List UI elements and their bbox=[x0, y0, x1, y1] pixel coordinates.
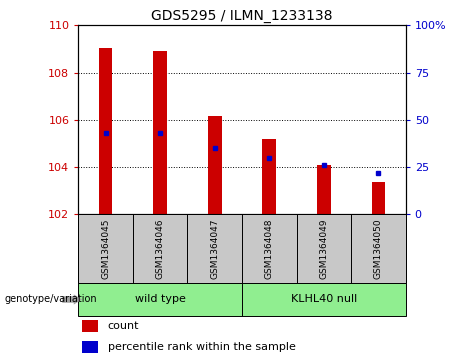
Bar bbox=[242, 214, 296, 283]
Text: KLHL40 null: KLHL40 null bbox=[291, 294, 357, 305]
Bar bbox=[262, 139, 276, 214]
Bar bbox=[351, 214, 406, 283]
Bar bbox=[82, 340, 98, 353]
Text: GSM1364047: GSM1364047 bbox=[210, 219, 219, 279]
Bar bbox=[82, 320, 98, 333]
Title: GDS5295 / ILMN_1233138: GDS5295 / ILMN_1233138 bbox=[151, 9, 333, 23]
Text: wild type: wild type bbox=[135, 294, 186, 305]
Bar bbox=[154, 51, 167, 214]
Bar bbox=[208, 116, 222, 214]
Text: percentile rank within the sample: percentile rank within the sample bbox=[108, 342, 296, 352]
Bar bbox=[78, 283, 242, 316]
Text: count: count bbox=[108, 321, 139, 331]
Bar bbox=[99, 48, 112, 214]
Text: GSM1364045: GSM1364045 bbox=[101, 219, 110, 279]
Bar bbox=[133, 214, 188, 283]
Bar bbox=[317, 165, 331, 214]
Text: GSM1364046: GSM1364046 bbox=[156, 219, 165, 279]
Bar bbox=[296, 214, 351, 283]
Bar bbox=[78, 214, 133, 283]
Bar bbox=[188, 214, 242, 283]
Text: GSM1364049: GSM1364049 bbox=[319, 219, 328, 279]
Text: GSM1364048: GSM1364048 bbox=[265, 219, 274, 279]
Bar bbox=[242, 283, 406, 316]
Text: GSM1364050: GSM1364050 bbox=[374, 218, 383, 279]
Bar bbox=[372, 182, 385, 214]
Text: genotype/variation: genotype/variation bbox=[5, 294, 97, 305]
